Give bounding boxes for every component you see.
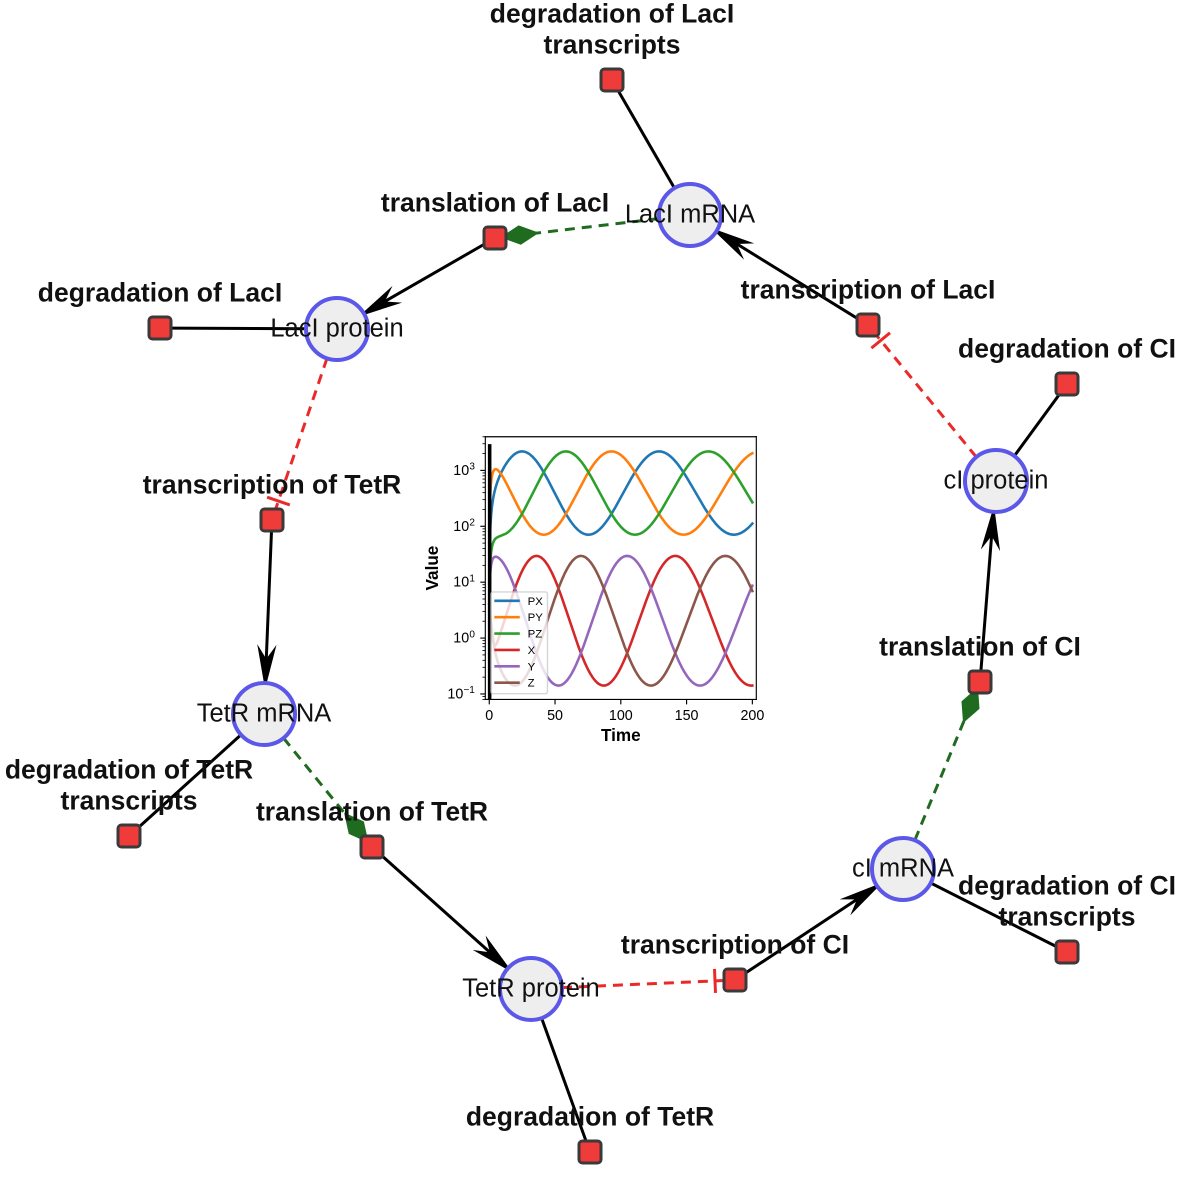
svg-text:Z: Z (528, 678, 535, 690)
svg-text:200: 200 (740, 708, 764, 724)
svg-text:50: 50 (547, 708, 563, 724)
svg-text:PX: PX (528, 596, 544, 608)
svg-text:PY: PY (528, 612, 544, 624)
svg-text:Y: Y (528, 661, 536, 673)
svg-text:PZ: PZ (528, 629, 543, 641)
svg-text:Value: Value (422, 546, 442, 591)
svg-text:0: 0 (485, 708, 493, 724)
svg-text:Time: Time (601, 725, 641, 745)
svg-text:X: X (528, 645, 536, 657)
svg-text:100: 100 (609, 708, 633, 724)
svg-text:150: 150 (675, 708, 699, 724)
